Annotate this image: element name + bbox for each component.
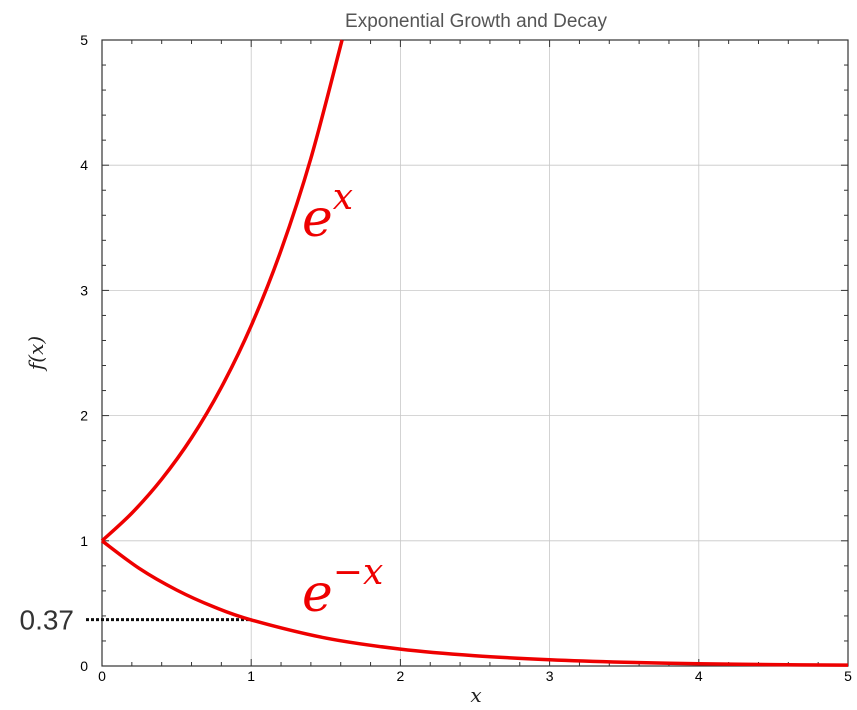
label-e-neg-x: e−x [302, 552, 383, 624]
x-tick-label-1: 1 [247, 668, 255, 684]
tick-labels: 0 1 2 3 4 5 0 1 2 3 4 5 [80, 32, 852, 684]
label-e-x-exponent: x [333, 177, 353, 218]
y-tick-label-2: 2 [80, 408, 88, 424]
y-tick-label-4: 4 [80, 157, 88, 173]
series-e-x [100, 39, 344, 543]
label-e-neg-x-exponent: −x [333, 552, 383, 593]
label-e-x-base: e [302, 189, 333, 249]
reference-value-label: 0.37 [20, 605, 75, 636]
grid [101, 39, 849, 667]
plot-frame [101, 39, 849, 667]
chart-title: Exponential Growth and Decay [345, 11, 607, 32]
y-tick-label-0: 0 [80, 658, 88, 674]
x-tick-label-2: 2 [397, 668, 405, 684]
y-tick-label-3: 3 [80, 282, 88, 298]
label-e-neg-x-base: e [302, 564, 333, 624]
y-axis-label: f(x) [24, 336, 48, 372]
y-tick-label-5: 5 [80, 32, 88, 48]
y-tick-label-1: 1 [80, 533, 88, 549]
x-tick-label-4: 4 [695, 668, 703, 684]
x-axis-label: x [470, 683, 481, 707]
label-e-x: ex [302, 177, 353, 249]
x-tick-label-0: 0 [98, 668, 106, 684]
series-e-neg-x [100, 539, 849, 667]
x-tick-label-5: 5 [844, 668, 852, 684]
x-tick-label-3: 3 [546, 668, 554, 684]
ticks [101, 39, 849, 667]
